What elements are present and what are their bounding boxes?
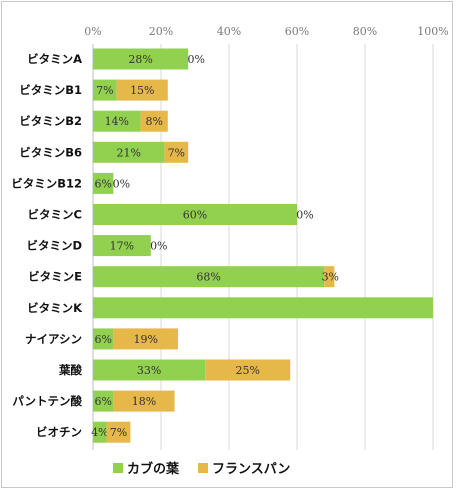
data-label: 6% (94, 333, 111, 346)
x-tick-label: 20% (149, 25, 173, 38)
x-tick-label: 0% (84, 25, 101, 38)
data-label: 4% (91, 426, 108, 439)
bar-kabu-no-ha (93, 235, 151, 257)
legend-label: カブの葉 (127, 461, 180, 477)
legend-label: フランスパン (212, 462, 290, 477)
bar-kabu-no-ha (93, 48, 189, 70)
category-label: ビオチン (36, 425, 82, 439)
data-label: 33% (137, 364, 161, 377)
category-label: パントテン酸 (12, 394, 82, 408)
bar-furansupan (113, 328, 178, 350)
data-label: 60% (183, 209, 207, 222)
bar-furansupan (116, 79, 168, 101)
category-label: ナイアシン (25, 332, 82, 346)
data-label: 15% (130, 84, 154, 97)
category-label: ビタミンB12 (11, 176, 82, 190)
bar-furansupan (113, 390, 175, 412)
data-label: 19% (133, 333, 157, 346)
bar-kabu-no-ha (93, 359, 206, 381)
data-label: 18% (132, 395, 156, 408)
bar-furansupan (106, 421, 131, 443)
bar-furansupan (205, 359, 291, 381)
category-label: 葉酸 (58, 363, 82, 377)
bar-kabu-no-ha (93, 204, 297, 225)
legend-swatch (198, 463, 208, 473)
data-label: 7% (96, 84, 113, 97)
bar-furansupan (164, 141, 189, 163)
data-label: 25% (235, 364, 259, 377)
bar-kabu-no-ha (93, 297, 433, 319)
data-label: 6% (94, 395, 111, 408)
data-label: 17% (110, 240, 134, 253)
data-label: 28% (128, 53, 152, 66)
x-tick-label: 60% (285, 25, 309, 38)
bar-furansupan (140, 110, 168, 132)
bar-kabu-no-ha (93, 141, 165, 163)
data-label: 6% (94, 177, 111, 190)
bar-kabu-no-ha (93, 328, 114, 350)
data-label: 21% (116, 146, 140, 159)
data-label: 8% (145, 115, 162, 128)
x-tick-label: 80% (353, 25, 377, 38)
legend-swatch (113, 463, 123, 473)
bar-kabu-no-ha (93, 110, 141, 132)
x-tick-label: 40% (217, 25, 241, 38)
category-label: ビタミンD (26, 239, 82, 253)
data-label: 68% (196, 271, 220, 284)
data-label: 0% (150, 240, 167, 253)
data-label: 7% (110, 426, 127, 439)
category-label: ビタミンB2 (19, 114, 82, 128)
category-label: ビタミンC (28, 208, 82, 222)
data-label: 14% (105, 115, 129, 128)
bar-kabu-no-ha (93, 421, 107, 443)
data-label: 0% (187, 53, 204, 66)
category-label: ビタミンA (27, 52, 82, 66)
category-label: ビタミンE (28, 270, 82, 284)
category-label: ビタミンB6 (19, 145, 82, 159)
bar-kabu-no-ha (93, 266, 325, 288)
category-label: ビタミンB1 (19, 83, 82, 97)
data-label: 7% (168, 146, 185, 159)
bar-furansupan (324, 266, 335, 288)
bar-kabu-no-ha (93, 390, 114, 412)
category-label: ビタミンK (27, 301, 83, 315)
bar-kabu-no-ha (93, 172, 114, 194)
x-tick-label: 100% (417, 25, 448, 38)
data-label: 0% (113, 177, 130, 190)
bar-kabu-no-ha (93, 79, 117, 101)
data-label: 0% (296, 209, 313, 222)
data-label: 3% (322, 271, 339, 284)
